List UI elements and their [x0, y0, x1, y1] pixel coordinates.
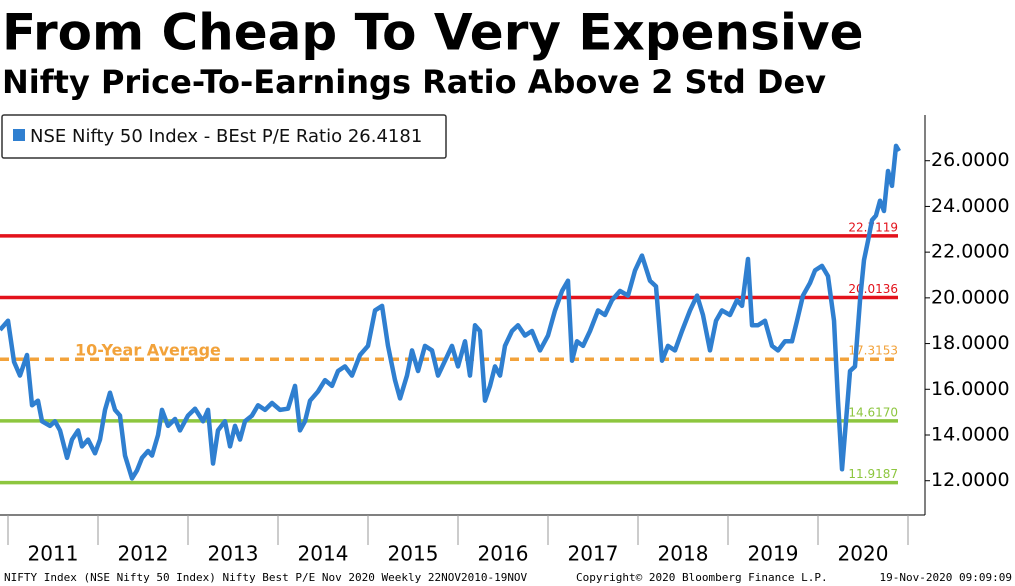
legend-swatch — [13, 129, 25, 141]
reference-label: 22.7119 — [848, 220, 898, 234]
x-tick-label: 2018 — [658, 542, 709, 566]
legend-label: NSE Nifty 50 Index - BEst P/E Ratio 26.4… — [30, 126, 422, 147]
x-tick-label: 2013 — [208, 542, 259, 566]
x-tick-label: 2011 — [28, 542, 79, 566]
y-tick-label: 22.0000 — [931, 241, 1010, 263]
chart-subtitle: Nifty Price-To-Earnings Ratio Above 2 St… — [2, 63, 826, 101]
y-tick-label: 20.0000 — [931, 286, 1010, 308]
reference-label: 17.3153 — [848, 344, 898, 358]
reference-label: 20.0136 — [848, 282, 898, 296]
footer-date: 19-Nov-2020 09:09:09 — [880, 571, 1012, 584]
y-tick-label: 14.0000 — [931, 424, 1010, 446]
x-tick-label: 2017 — [568, 542, 619, 566]
series-line — [0, 143, 901, 481]
y-tick-label: 26.0000 — [931, 149, 1010, 171]
reference-label: 14.6170 — [848, 405, 898, 419]
x-tick-label: 2014 — [298, 542, 349, 566]
legend-box — [1, 114, 447, 159]
y-tick-label: 16.0000 — [931, 378, 1010, 400]
y-tick-label: 18.0000 — [931, 332, 1010, 354]
chart-title: From Cheap To Very Expensive — [2, 4, 863, 62]
y-tick-label: 24.0000 — [931, 195, 1010, 217]
y-tick-label: 12.0000 — [931, 469, 1010, 491]
x-tick-label: 2019 — [748, 542, 799, 566]
x-tick-label: 2020 — [838, 542, 889, 566]
x-tick-label: 2015 — [388, 542, 439, 566]
plot-area: 12.0000 14.0000 16.0000 18.0000 20.0000 22.00… — [0, 115, 1010, 566]
reference-label: 11.9187 — [848, 467, 898, 481]
footer-source: NIFTY Index (NSE Nifty 50 Index) Nifty B… — [4, 571, 528, 584]
x-tick-label: 2012 — [118, 542, 169, 566]
footer-copyright: Copyright© 2020 Bloomberg Finance L.P. — [576, 571, 828, 584]
x-tick-label: 2016 — [478, 542, 529, 566]
reference-name: 10-Year Average — [75, 341, 221, 360]
